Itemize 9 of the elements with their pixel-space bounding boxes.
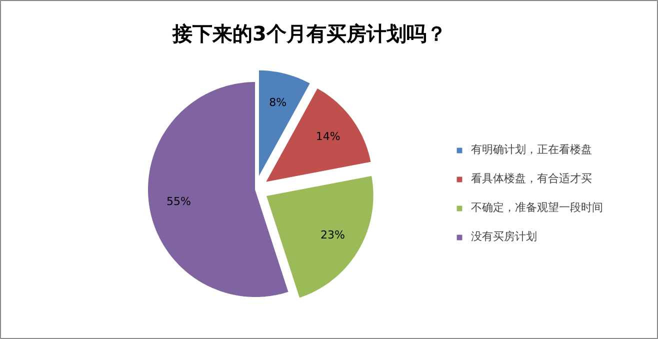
data-label: 23%: [320, 228, 345, 242]
legend-label: 不确定，准备观望一段时间: [471, 200, 603, 215]
legend-label: 有明确计划，正在看楼盘: [471, 142, 592, 157]
data-label: 8%: [269, 96, 287, 110]
data-label: 55%: [166, 195, 191, 208]
legend-label: 看具体楼盘，有合适才买: [471, 171, 592, 186]
legend-label: 没有买房计划: [471, 229, 537, 244]
chart-title: 接下来的3个月有买房计划吗？: [172, 22, 446, 46]
data-label: 14%: [316, 130, 340, 144]
